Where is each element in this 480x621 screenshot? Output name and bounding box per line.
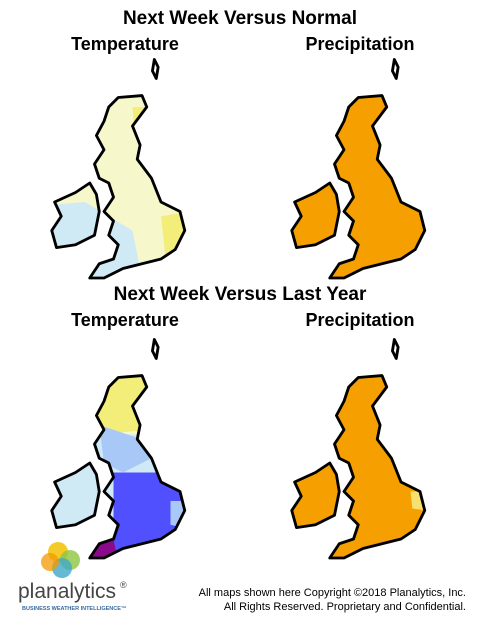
section-title: Next Week Versus Last Year	[114, 284, 367, 305]
logo-mark: ®	[120, 580, 127, 590]
precipitation-map	[290, 58, 427, 280]
temperature-map	[50, 58, 187, 280]
logo-tagline: BUSINESS WEATHER INTELLIGENCE™	[22, 606, 126, 612]
logo-name: planalytics	[18, 580, 116, 603]
section-title: Next Week Versus Normal	[123, 8, 357, 29]
temperature-map	[50, 338, 187, 560]
footer-line: All Rights Reserved. Proprietary and Con…	[224, 601, 466, 613]
logo: planalytics ® BUSINESS WEATHER INTELLIGE…	[18, 542, 127, 612]
footer-line: All maps shown here Copyright ©2018 Plan…	[199, 587, 466, 599]
map-label: Precipitation	[305, 310, 414, 330]
precipitation-map	[290, 338, 427, 560]
map-label: Temperature	[71, 34, 179, 54]
map-label: Precipitation	[305, 34, 414, 54]
map-label: Temperature	[71, 310, 179, 330]
